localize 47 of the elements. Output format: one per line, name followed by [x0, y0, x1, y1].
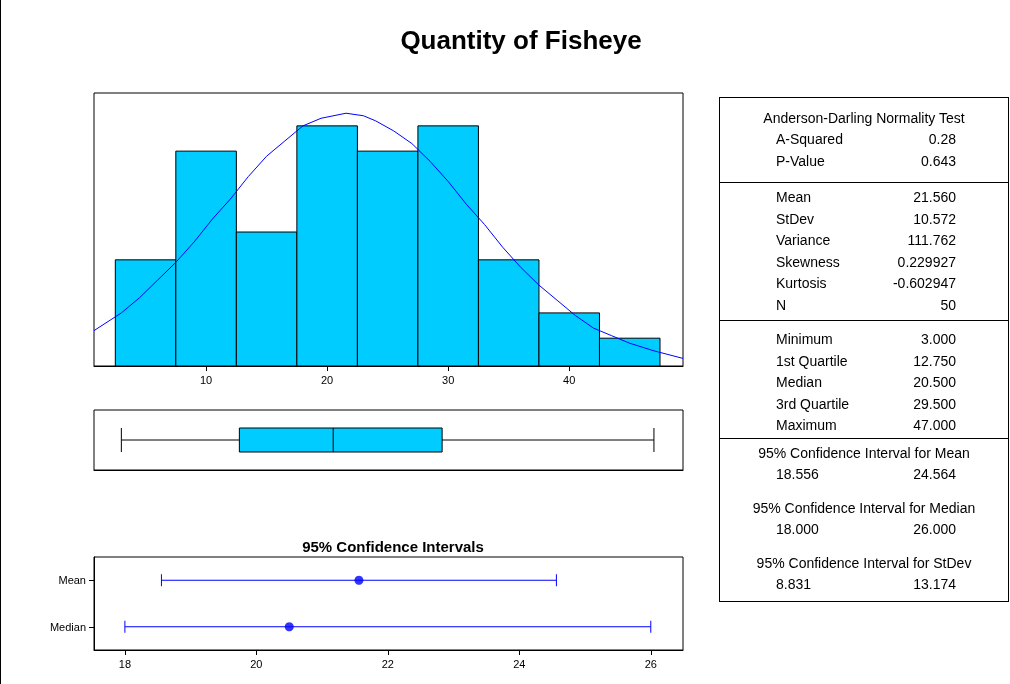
text: 20.500: [913, 374, 956, 391]
text: A-Squared: [776, 131, 843, 147]
text: Variance: [776, 232, 831, 249]
text: 0.643: [920, 152, 956, 169]
chart-title: Quantity of Fisheye: [400, 25, 642, 55]
x-tick-label: 20: [250, 657, 263, 670]
text: Mean: [776, 189, 812, 205]
text: 95% Confidence Interval for Median: [751, 500, 977, 516]
text: 26.000: [913, 521, 956, 537]
x-tick-label: 10: [199, 373, 213, 386]
x-tick-label: 30: [442, 373, 455, 386]
text: Anderson-Darling Normality Test: [762, 110, 966, 126]
text: StDev: [776, 210, 815, 227]
text: Skewness: [776, 253, 840, 270]
x-tick-label: 22: [381, 657, 394, 670]
text: 50: [940, 296, 956, 313]
text: 24.564: [913, 466, 956, 482]
text: 21.560: [913, 189, 956, 205]
text: 0.28: [928, 131, 956, 147]
text: Kurtosis: [776, 275, 827, 292]
text: 13.174: [913, 576, 956, 592]
text: 18.000: [776, 521, 819, 537]
x-tick-label: 18: [118, 657, 132, 670]
text: 10.572: [913, 210, 956, 227]
x-tick-label: 26: [644, 657, 657, 670]
text: 1st Quartile: [776, 352, 848, 369]
text: 95% Confidence Interval for StDev: [755, 555, 973, 571]
text: P-Value: [776, 152, 825, 169]
text: Median: [776, 374, 822, 391]
text: 3.000: [920, 331, 956, 347]
text: -0.602947: [892, 275, 956, 292]
text: 47.000: [913, 417, 956, 434]
chart-title: 95% Confidence Intervals: [302, 538, 484, 555]
text: 3rd Quartile: [776, 395, 850, 412]
x-tick-label: 20: [321, 373, 334, 386]
text: 111.762: [907, 232, 956, 249]
text: 29.500: [913, 395, 956, 412]
text: 12.750: [913, 352, 956, 369]
text: Maximum: [776, 417, 837, 434]
text: 0.229927: [897, 253, 956, 270]
text: Minimum: [776, 331, 833, 347]
x-tick-label: 24: [513, 657, 526, 670]
x-tick-label: 40: [563, 373, 576, 386]
text: 95% Confidence Interval for Mean: [757, 445, 971, 461]
text: N: [776, 296, 787, 313]
text: 8.831: [776, 576, 812, 592]
text: 18.556: [776, 466, 819, 482]
